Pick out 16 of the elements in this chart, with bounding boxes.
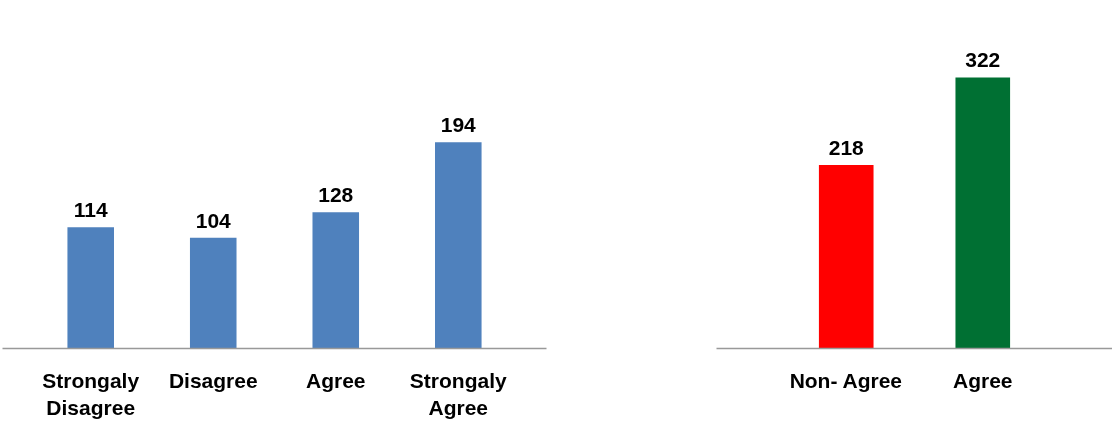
x-tick-label: Non- Agree xyxy=(789,368,903,392)
bar xyxy=(67,227,114,349)
data-label: 194 xyxy=(440,113,477,137)
data-label: 104 xyxy=(195,208,232,232)
x-tick-label: Agree xyxy=(306,368,366,392)
x-tick-label: Agree xyxy=(953,368,1013,392)
data-label: 322 xyxy=(965,48,1001,72)
bar xyxy=(435,142,482,349)
data-label: 218 xyxy=(828,136,865,159)
data-label: 114 xyxy=(73,198,108,222)
x-tick-label: Disagree xyxy=(168,368,258,392)
x-tick-label: Strongaly Disagree xyxy=(42,368,140,420)
data-label: 128 xyxy=(318,183,354,207)
bar xyxy=(189,237,237,349)
bar xyxy=(312,212,360,349)
x-tick-label: Strongaly Agree xyxy=(409,368,508,420)
